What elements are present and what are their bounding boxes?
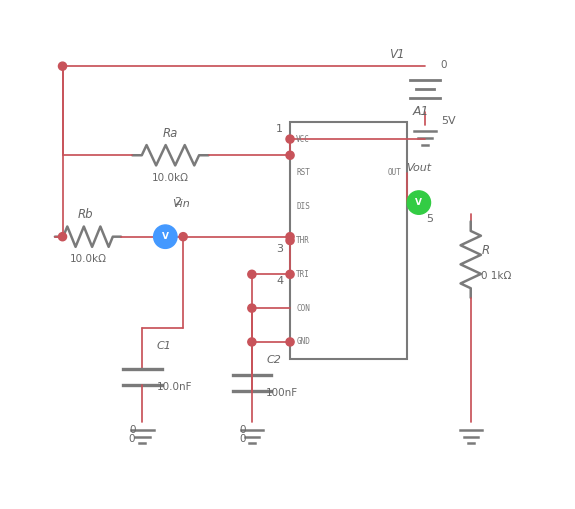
Circle shape bbox=[286, 233, 294, 241]
Circle shape bbox=[286, 151, 294, 159]
Text: R: R bbox=[482, 244, 490, 257]
Circle shape bbox=[407, 191, 431, 214]
Text: CON: CON bbox=[296, 304, 310, 313]
Text: 0: 0 bbox=[130, 425, 136, 435]
Text: 0: 0 bbox=[440, 60, 447, 70]
Text: GND: GND bbox=[296, 337, 310, 347]
Text: 5V: 5V bbox=[441, 116, 456, 126]
Text: 1: 1 bbox=[275, 124, 282, 134]
Text: 10.0nF: 10.0nF bbox=[156, 382, 192, 392]
Text: Rb: Rb bbox=[78, 208, 93, 221]
Circle shape bbox=[248, 270, 256, 278]
Text: C2: C2 bbox=[266, 355, 281, 365]
Text: A1: A1 bbox=[412, 105, 429, 118]
Text: 0: 0 bbox=[128, 434, 135, 444]
Text: 100nF: 100nF bbox=[266, 388, 298, 398]
Text: TRI: TRI bbox=[296, 270, 310, 279]
Text: Vout: Vout bbox=[407, 163, 431, 173]
Text: Vin: Vin bbox=[172, 199, 190, 209]
Text: 2: 2 bbox=[174, 196, 182, 207]
Text: 0 1kΩ: 0 1kΩ bbox=[481, 271, 511, 281]
Bar bbox=[290, 122, 407, 359]
Text: V1: V1 bbox=[389, 48, 405, 61]
Circle shape bbox=[286, 135, 294, 143]
Circle shape bbox=[286, 338, 294, 346]
Circle shape bbox=[179, 233, 187, 241]
Text: OUT: OUT bbox=[387, 168, 401, 177]
Circle shape bbox=[286, 236, 294, 245]
Circle shape bbox=[154, 225, 177, 248]
Text: 10.0kΩ: 10.0kΩ bbox=[152, 173, 189, 183]
Text: Ra: Ra bbox=[163, 127, 178, 140]
Text: 4: 4 bbox=[277, 276, 283, 287]
Text: C1: C1 bbox=[156, 341, 171, 351]
Text: 0: 0 bbox=[239, 425, 246, 435]
Text: RST: RST bbox=[296, 168, 310, 177]
Text: VCC: VCC bbox=[296, 134, 310, 144]
Circle shape bbox=[286, 270, 294, 278]
Text: V: V bbox=[162, 232, 169, 241]
Text: THR: THR bbox=[296, 236, 310, 245]
Circle shape bbox=[59, 233, 67, 241]
Text: V: V bbox=[415, 198, 422, 207]
Circle shape bbox=[59, 62, 67, 70]
Text: 3: 3 bbox=[277, 244, 283, 254]
Circle shape bbox=[248, 304, 256, 312]
Text: 5: 5 bbox=[426, 214, 433, 224]
Text: 10.0kΩ: 10.0kΩ bbox=[70, 254, 106, 265]
Text: DIS: DIS bbox=[296, 202, 310, 211]
Circle shape bbox=[248, 338, 256, 346]
Text: 0: 0 bbox=[239, 434, 246, 444]
